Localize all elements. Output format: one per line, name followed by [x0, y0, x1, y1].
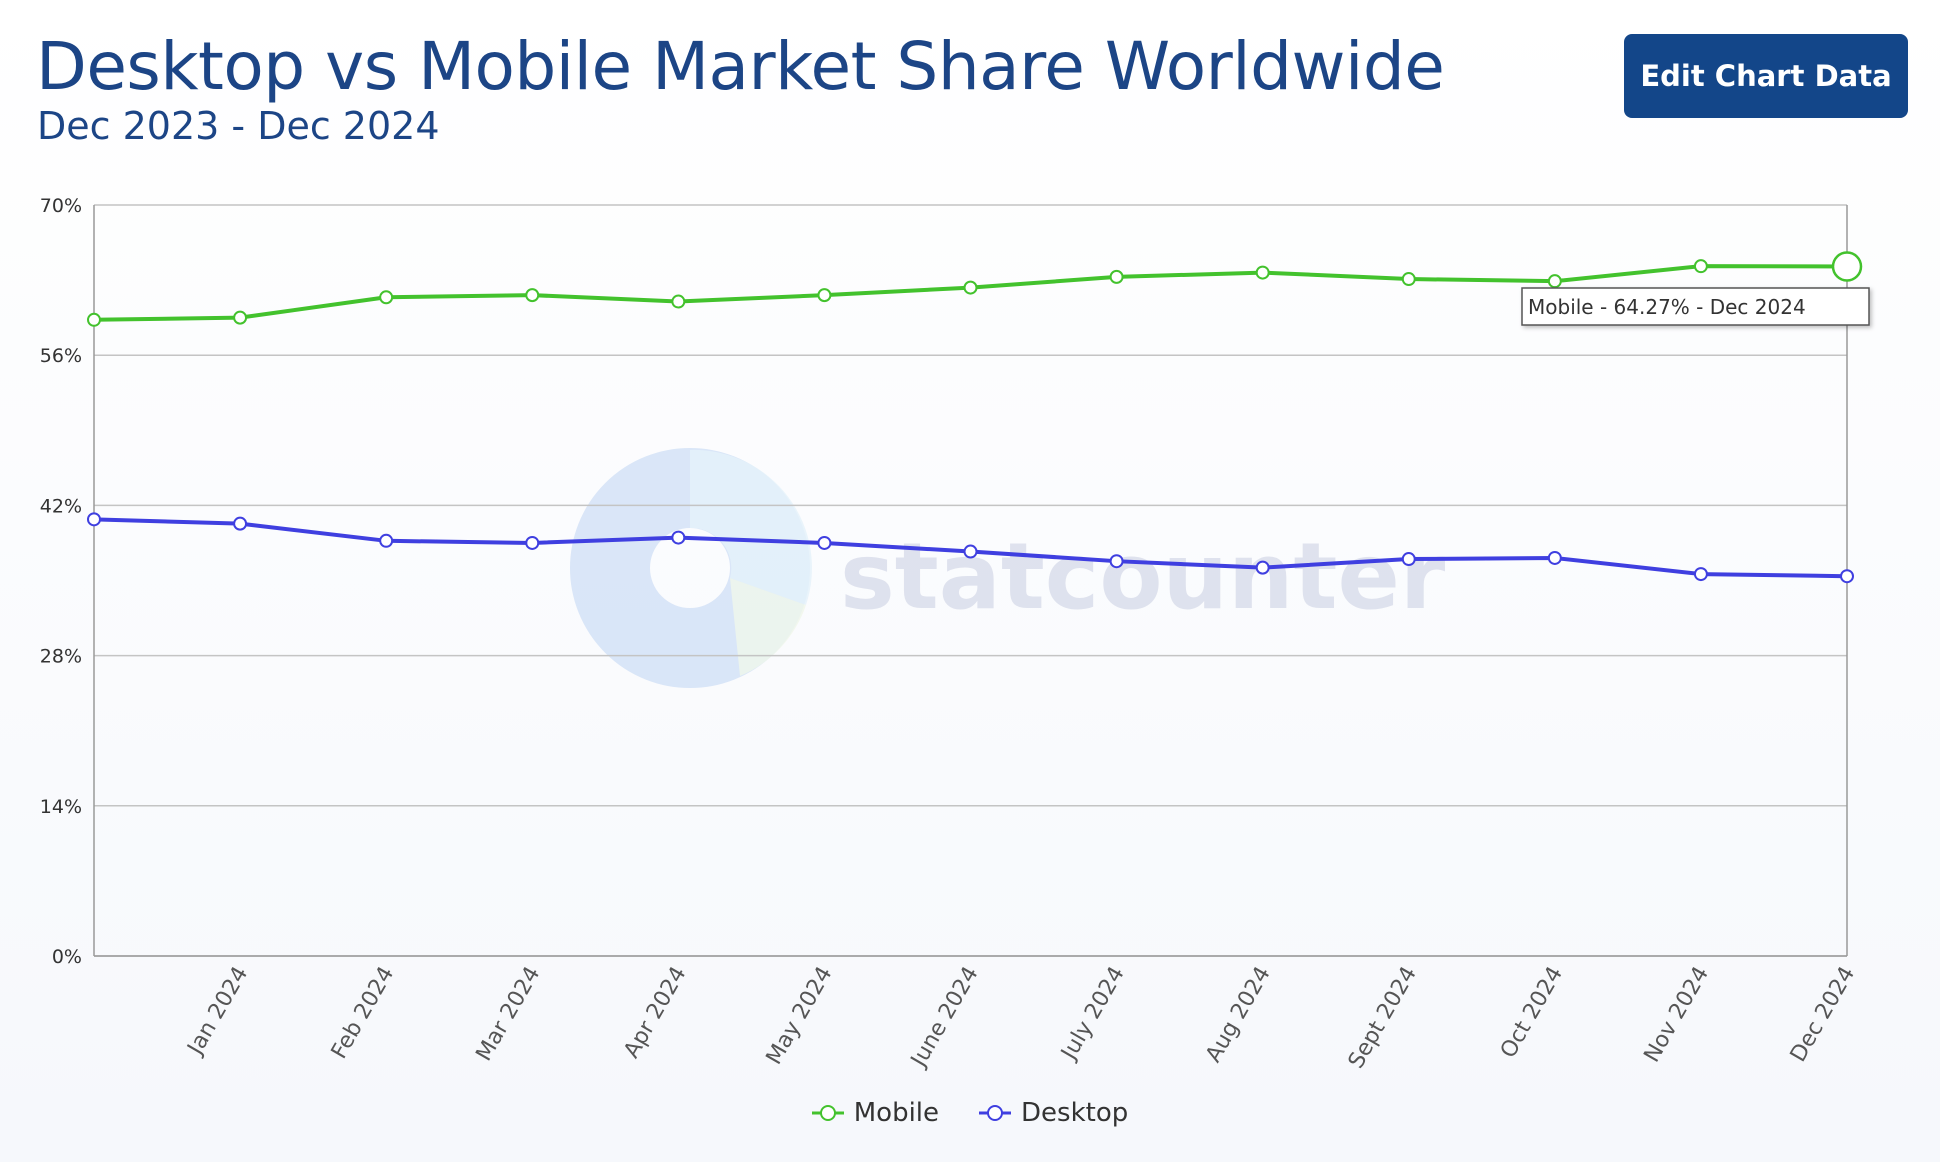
legend-swatch-mobile [811, 1105, 844, 1121]
y-tick-label: 42% [40, 495, 82, 517]
x-tick-label: July 2024 [1056, 963, 1130, 1066]
legend-item-mobile[interactable]: Mobile [811, 1098, 940, 1128]
desktop-data-point[interactable] [379, 533, 394, 548]
legend-swatch-desktop [979, 1105, 1012, 1121]
legend-label-desktop: Desktop [1021, 1098, 1129, 1128]
y-tick-label: 14% [40, 796, 82, 818]
mobile-data-point[interactable] [1401, 272, 1416, 287]
x-tick-label: Nov 2024 [1640, 963, 1715, 1067]
tooltip: Mobile - 64.27% - Dec 2024 [1521, 287, 1870, 326]
mobile-data-point[interactable] [1547, 274, 1562, 289]
mobile-data-point[interactable] [87, 312, 101, 327]
mobile-data-point[interactable] [1255, 265, 1270, 280]
desktop-data-point[interactable] [1401, 552, 1416, 567]
desktop-data-point[interactable] [671, 530, 686, 545]
legend-item-desktop[interactable]: Desktop [979, 1098, 1128, 1128]
desktop-data-point[interactable] [1547, 550, 1562, 565]
desktop-data-point[interactable] [87, 512, 101, 527]
mobile-data-point[interactable] [671, 294, 686, 309]
mobile-data-point[interactable] [233, 310, 248, 325]
mobile-data-point[interactable] [1831, 251, 1863, 282]
x-tick-label: Aug 2024 [1201, 963, 1276, 1067]
x-axis: Jan 2024 Feb 2024 Mar 2024 Apr 2024 May 2024… [182, 963, 1860, 1073]
desktop-data-point[interactable] [1840, 569, 1854, 584]
y-tick-label: 70% [40, 195, 82, 217]
x-tick-label: Dec 2024 [1786, 963, 1860, 1067]
mobile-data-point[interactable] [525, 288, 540, 303]
legend: Mobile Desktop [0, 1098, 1940, 1128]
x-tick-label: June 2024 [906, 963, 984, 1073]
desktop-data-point[interactable] [233, 516, 248, 531]
series-layer [87, 251, 1863, 584]
x-tick-label: Apr 2024 [619, 963, 691, 1063]
mobile-data-point[interactable] [817, 288, 832, 303]
desktop-data-point[interactable] [1109, 554, 1124, 569]
desktop-data-point[interactable] [817, 535, 832, 550]
edit-chart-data-button[interactable]: Edit Chart Data [1624, 34, 1908, 118]
desktop-data-point[interactable] [1693, 567, 1708, 582]
desktop-data-point[interactable] [525, 535, 540, 550]
x-tick-label: May 2024 [762, 963, 838, 1069]
watermark-text: statcounter [840, 523, 1446, 630]
x-tick-label: Mar 2024 [472, 963, 546, 1066]
tooltip-box [1521, 287, 1870, 326]
statcounter-watermark: statcounter [570, 448, 1446, 688]
mobile-data-point[interactable] [963, 280, 978, 295]
y-axis: 0% 14% 28% 42% 56% 70% [40, 195, 82, 968]
mobile-data-point[interactable] [1109, 269, 1124, 284]
y-tick-label: 0% [52, 946, 82, 968]
x-tick-label: Sept 2024 [1344, 963, 1422, 1073]
y-tick-label: 28% [40, 646, 82, 668]
desktop-data-point[interactable] [1255, 560, 1270, 575]
chart-subtitle: Dec 2023 - Dec 2024 [37, 104, 440, 148]
mobile-data-point[interactable] [1693, 259, 1708, 274]
x-tick-label: Feb 2024 [327, 963, 400, 1064]
tooltip-text: Mobile - 64.27% - Dec 2024 [1528, 295, 1806, 319]
y-tick-label: 56% [40, 345, 82, 367]
legend-label-mobile: Mobile [853, 1098, 940, 1128]
desktop-data-point[interactable] [963, 544, 978, 559]
x-tick-label: Jan 2024 [182, 963, 253, 1061]
x-tick-label: Oct 2024 [1496, 963, 1568, 1063]
chart-title: Desktop vs Mobile Market Share Worldwide [36, 28, 1445, 105]
mobile-data-point[interactable] [379, 290, 394, 305]
